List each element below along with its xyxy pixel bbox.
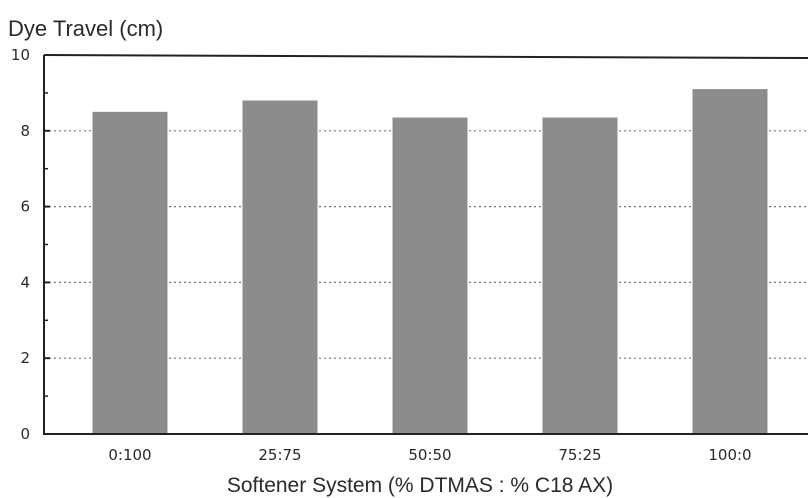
- bar-50-50: [392, 117, 468, 434]
- chart-title: Dye Travel (cm): [8, 16, 163, 41]
- y-tick-label-2: 2: [20, 349, 30, 367]
- x-tick-label-100-0: 100:0: [708, 446, 751, 464]
- y-tick-label-0: 0: [20, 425, 30, 443]
- y-tick-label-10: 10: [11, 46, 30, 64]
- x-tick-label-0-100: 0:100: [108, 446, 151, 464]
- x-axis-label: Softener System (% DTMAS : % C18 AX): [227, 474, 613, 497]
- y-tick-label-8: 8: [20, 122, 30, 140]
- y-tick-label-4: 4: [20, 273, 30, 291]
- x-tick-label-75-25: 75:25: [558, 446, 601, 464]
- bar-75-25: [542, 117, 618, 434]
- bar-0-100: [92, 111, 168, 434]
- y-axis-ticks: 0 2 4 6 8 10: [11, 46, 50, 443]
- x-axis-ticks: 0:100 25:75 50:50 75:25 100:0: [108, 446, 751, 464]
- bars: [92, 89, 768, 435]
- x-tick-label-50-50: 50:50: [408, 446, 451, 464]
- bar-25-75: [242, 100, 318, 434]
- y-tick-label-6: 6: [20, 198, 30, 216]
- x-tick-label-25-75: 25:75: [258, 446, 301, 464]
- bar-100-0: [692, 89, 768, 435]
- plot-frame-top: [43, 54, 808, 59]
